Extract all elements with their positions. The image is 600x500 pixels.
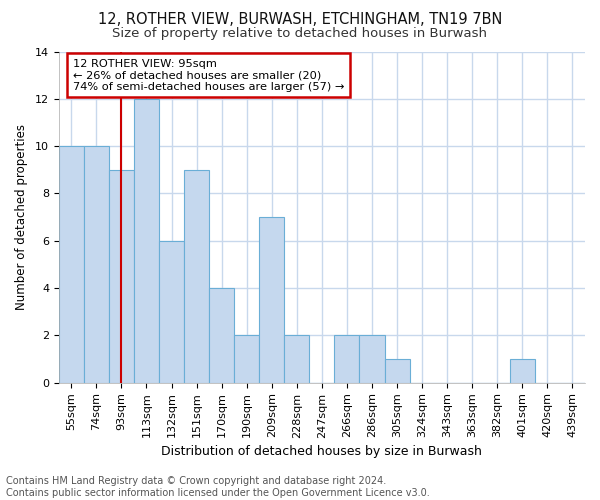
Text: 12 ROTHER VIEW: 95sqm
← 26% of detached houses are smaller (20)
74% of semi-deta: 12 ROTHER VIEW: 95sqm ← 26% of detached … xyxy=(73,58,344,92)
Bar xyxy=(209,288,234,382)
Bar xyxy=(510,359,535,382)
Bar xyxy=(385,359,410,382)
Text: Size of property relative to detached houses in Burwash: Size of property relative to detached ho… xyxy=(113,28,487,40)
Text: Contains HM Land Registry data © Crown copyright and database right 2024.
Contai: Contains HM Land Registry data © Crown c… xyxy=(6,476,430,498)
Bar xyxy=(259,217,284,382)
Bar xyxy=(184,170,209,382)
Bar xyxy=(109,170,134,382)
Bar xyxy=(284,336,310,382)
X-axis label: Distribution of detached houses by size in Burwash: Distribution of detached houses by size … xyxy=(161,444,482,458)
Bar xyxy=(359,336,385,382)
Bar xyxy=(334,336,359,382)
Y-axis label: Number of detached properties: Number of detached properties xyxy=(15,124,28,310)
Bar xyxy=(59,146,84,382)
Text: 12, ROTHER VIEW, BURWASH, ETCHINGHAM, TN19 7BN: 12, ROTHER VIEW, BURWASH, ETCHINGHAM, TN… xyxy=(98,12,502,28)
Bar xyxy=(234,336,259,382)
Bar xyxy=(84,146,109,382)
Bar xyxy=(159,241,184,382)
Bar xyxy=(134,99,159,382)
